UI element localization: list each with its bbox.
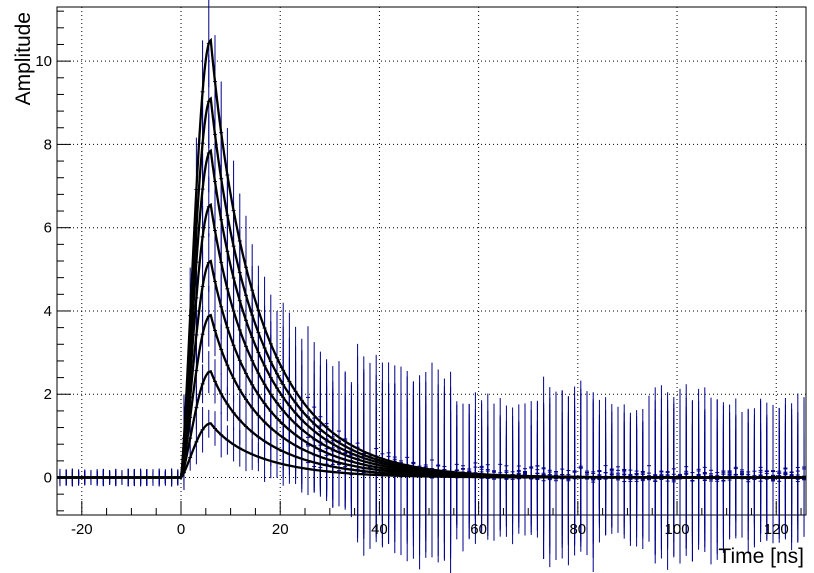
y-tick-label: 2 <box>44 386 52 403</box>
x-tick-label: 0 <box>177 521 185 538</box>
series-line-7 <box>57 37 806 479</box>
x-axis-title: Time [ns] <box>718 545 804 568</box>
x-tick-label: 120 <box>764 521 789 538</box>
grid <box>57 7 806 515</box>
series-lines <box>57 37 806 479</box>
x-tick-label: 80 <box>569 521 586 538</box>
x-tick-label: 40 <box>371 521 388 538</box>
axis-ticks: -20 0 20 40 60 80 100 120 0 2 4 6 8 10 <box>35 10 802 538</box>
y-tick-label: 4 <box>44 303 52 320</box>
x-tick-label: 100 <box>665 521 690 538</box>
x-tick-label: 20 <box>272 521 289 538</box>
y-tick-label: 0 <box>44 470 52 487</box>
y-tick-label: 10 <box>35 53 52 70</box>
y-tick-label: 6 <box>44 220 52 237</box>
y-tick-label: 8 <box>44 136 52 153</box>
x-tick-label: 60 <box>470 521 487 538</box>
x-tick-label: -20 <box>71 521 93 538</box>
y-axis-title: Amplitude <box>12 12 35 105</box>
